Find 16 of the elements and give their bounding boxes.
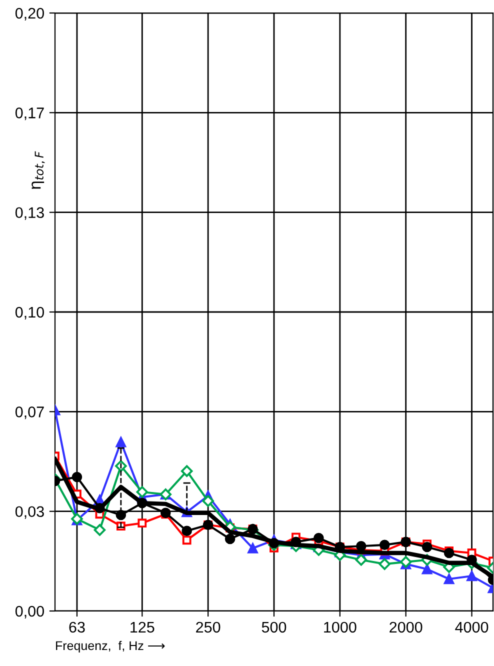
- y-tick-label: 0,13: [15, 207, 44, 220]
- y-tick-label: 0,17: [15, 108, 44, 120]
- x-tick-label: 1000: [324, 622, 356, 633]
- x-axis-title: Frequenz, f, Hz ⟶: [56, 640, 165, 653]
- y-tick-label: 0,10: [15, 306, 44, 320]
- x-tick-label: 4000: [455, 622, 488, 633]
- x-tick-label: 125: [130, 622, 154, 633]
- x-tick-label: 250: [196, 622, 220, 633]
- x-tick-label: 63: [69, 622, 85, 633]
- y-tick-label: 0,20: [15, 8, 44, 20]
- x-tick-label: 2000: [390, 622, 422, 633]
- x-tick-label: 500: [262, 622, 286, 633]
- y-tick-label: 0,07: [15, 406, 44, 420]
- y-tick-label: 0,03: [15, 506, 44, 519]
- y-tick-label: 0,00: [15, 606, 44, 618]
- y-axis-title: η$_{tot,F}$: [32, 151, 45, 189]
